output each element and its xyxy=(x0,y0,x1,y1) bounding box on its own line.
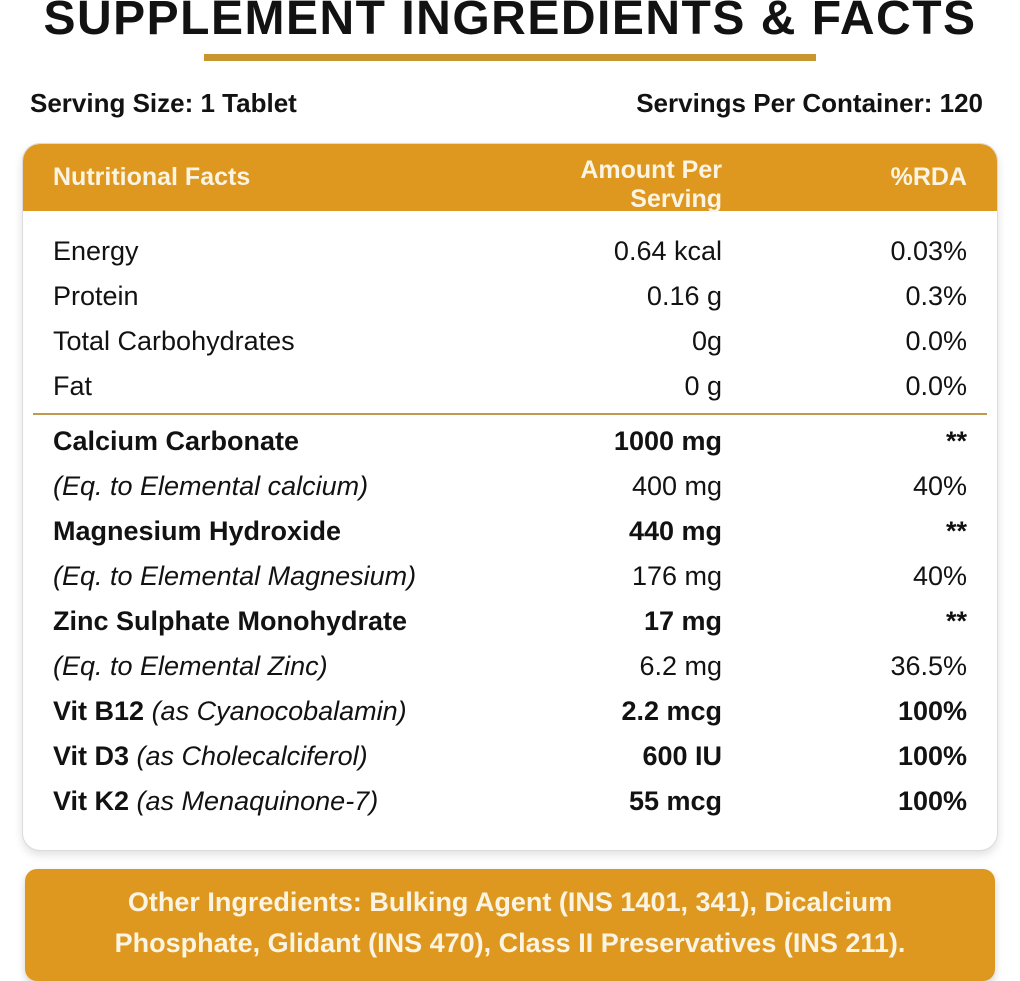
table-body: Energy 0.64 kcal 0.03% Protein 0.16 g 0.… xyxy=(23,211,997,850)
table-row: (Eq. to Elemental calcium) 400 mg 40% xyxy=(23,464,997,509)
rda-value: ** xyxy=(945,516,967,546)
rda-value: 100% xyxy=(897,786,967,816)
amount-value: 6.2 mg xyxy=(639,651,722,681)
ingredient-name: (Eq. to Elemental Magnesium) xyxy=(53,561,417,591)
table-row: Energy 0.64 kcal 0.03% xyxy=(23,229,997,274)
table-row: Fat 0 g 0.0% xyxy=(23,364,997,409)
servings-per-container-label: Servings Per Container: 120 xyxy=(636,88,983,118)
table-row: Total Carbohydrates 0g 0.0% xyxy=(23,319,997,364)
ingredient-name: (Eq. to Elemental Zinc) xyxy=(53,651,328,681)
rda-value: ** xyxy=(945,606,967,636)
ingredient-name: Vit B12 (as Cyanocobalamin) xyxy=(53,696,407,726)
section-divider xyxy=(33,413,987,415)
rda-value: 36.5% xyxy=(890,651,967,681)
ingredient-name: (Eq. to Elemental calcium) xyxy=(53,471,369,501)
table-row: Protein 0.16 g 0.3% xyxy=(23,274,997,319)
table-row: Calcium Carbonate 1000 mg ** xyxy=(23,419,997,464)
amount-value: 2.2 mcg xyxy=(621,696,722,726)
ingredient-name: Zinc Sulphate Monohydrate xyxy=(53,606,408,636)
header-nutritional-facts: Nutritional Facts xyxy=(53,163,251,191)
table-header-row: Nutritional Facts Amount Per Serving %RD… xyxy=(23,144,997,213)
ingredient-name: Calcium Carbonate xyxy=(53,426,300,456)
amount-value: 55 mcg xyxy=(628,786,722,816)
amount-value: 0.16 g xyxy=(646,281,722,311)
table-row: Zinc Sulphate Monohydrate 17 mg ** xyxy=(23,599,997,644)
amount-value: 176 mg xyxy=(631,561,722,591)
rda-value: 0.0% xyxy=(905,326,967,356)
header-rda: %RDA xyxy=(890,163,967,191)
table-row: Vit D3 (as Cholecalciferol) 600 IU 100% xyxy=(23,734,997,779)
amount-value: 17 mg xyxy=(643,606,722,636)
rda-value: 100% xyxy=(897,696,967,726)
amount-value: 400 mg xyxy=(631,471,722,501)
header-amount-per-serving: Amount Per Serving xyxy=(580,155,722,213)
ingredient-name: Magnesium Hydroxide xyxy=(53,516,342,546)
ingredient-name: Vit D3 (as Cholecalciferol) xyxy=(53,741,368,771)
other-ingredients-text: Other Ingredients: Bulking Agent (INS 14… xyxy=(114,887,906,958)
ingredient-name: Total Carbohydrates xyxy=(53,326,295,356)
rda-value: 100% xyxy=(897,741,967,771)
serving-info-row: Serving Size: 1 Tablet Servings Per Cont… xyxy=(30,88,983,119)
table-row: (Eq. to Elemental Magnesium) 176 mg 40% xyxy=(23,554,997,599)
amount-value: 440 mg xyxy=(628,516,722,546)
table-row: (Eq. to Elemental Zinc) 6.2 mg 36.5% xyxy=(23,644,997,689)
rda-value: 0.03% xyxy=(890,236,967,266)
nutritional-facts-table: Nutritional Facts Amount Per Serving %RD… xyxy=(22,143,998,851)
amount-value: 0.64 kcal xyxy=(613,236,722,266)
serving-size-label: Serving Size: 1 Tablet xyxy=(30,88,297,118)
table-row: Vit B12 (as Cyanocobalamin) 2.2 mcg 100% xyxy=(23,689,997,734)
rda-value: 40% xyxy=(912,471,967,501)
amount-value: 0g xyxy=(691,326,722,356)
ingredient-name: Vit K2 (as Menaquinone-7) xyxy=(53,786,379,816)
rda-value: 40% xyxy=(912,561,967,591)
amount-value: 600 IU xyxy=(642,741,722,771)
rda-value: ** xyxy=(945,426,967,456)
amount-value: 0 g xyxy=(684,371,722,401)
rda-value: 0.3% xyxy=(905,281,967,311)
table-row: Vit K2 (as Menaquinone-7) 55 mcg 100% xyxy=(23,779,997,824)
other-ingredients-box: Other Ingredients: Bulking Agent (INS 14… xyxy=(25,869,995,981)
rda-value: 0.0% xyxy=(905,371,967,401)
page-title: SUPPLEMENT INGREDIENTS & FACTS xyxy=(43,0,977,45)
table-row: Magnesium Hydroxide 440 mg ** xyxy=(23,509,997,554)
ingredient-name: Protein xyxy=(53,281,139,311)
amount-value: 1000 mg xyxy=(613,426,722,456)
ingredient-name: Energy xyxy=(53,236,139,266)
ingredient-name: Fat xyxy=(53,371,93,401)
title-underline-divider xyxy=(204,54,816,61)
